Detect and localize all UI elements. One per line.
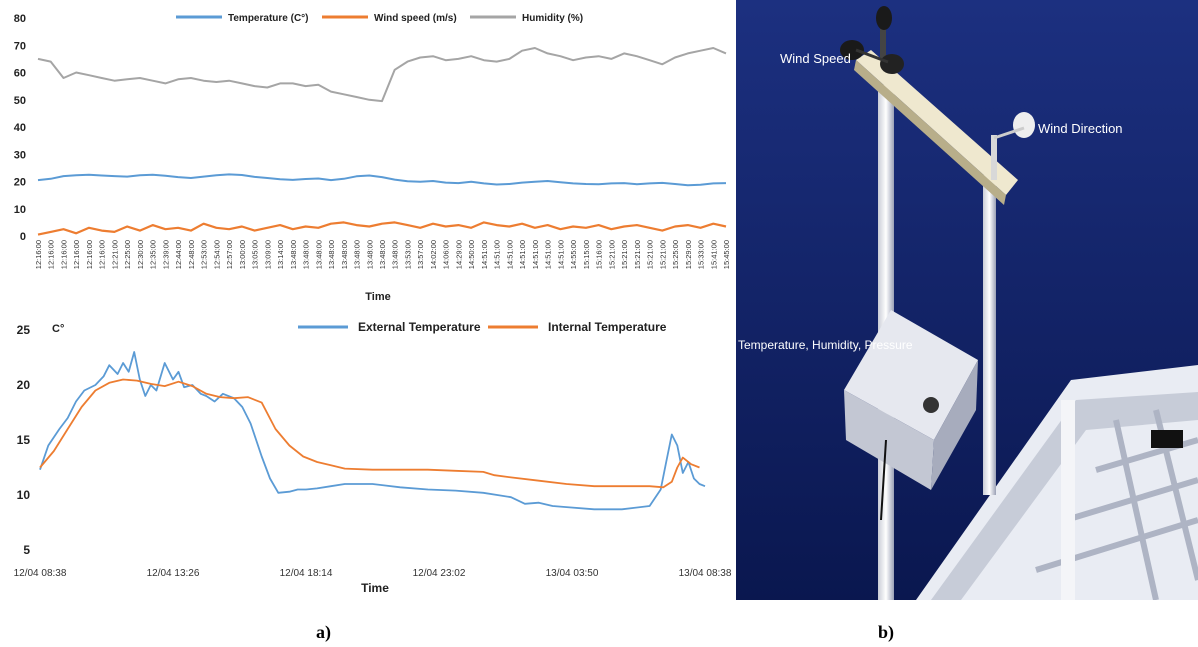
x-tick-label: 14:50:00 (467, 240, 476, 269)
y-tick-label: 10 (14, 204, 26, 216)
x-tick-label: 13:53:00 (403, 240, 412, 269)
x-tick-label: 15:33:00 (697, 240, 706, 269)
y-tick-label: 5 (23, 543, 30, 557)
legend-label: Temperature (C°) (228, 13, 309, 24)
x-tick-label: 12:16:00 (98, 240, 107, 269)
y-tick-label: 70 (14, 40, 26, 52)
x-tick-label: 15:29:00 (684, 240, 693, 269)
photo-illustration: Wind Speed Wind Direction Temperature, H… (736, 0, 1198, 600)
photo-label-wind-direction: Wind Direction (1038, 121, 1123, 136)
legend-label: External Temperature (358, 320, 481, 334)
chart1-xlabel: Time (365, 291, 390, 303)
x-tick-label: 12:16:00 (34, 240, 43, 269)
legend-label: Wind speed (m/s) (374, 13, 457, 24)
x-tick-label: 15:21:00 (658, 240, 667, 269)
x-tick-label: 13:48:00 (353, 240, 362, 269)
x-tick-label: 14:51:00 (544, 240, 553, 269)
x-tick-label: 15:41:00 (709, 240, 718, 269)
y-tick-label: 50 (14, 95, 26, 107)
x-tick-label: 14:02:00 (429, 240, 438, 269)
x-tick-label: 13:48:00 (365, 240, 374, 269)
x-tick-label: 15:21:00 (646, 240, 655, 269)
x-tick-label: 14:06:00 (442, 240, 451, 269)
x-tick-label: 13:48:00 (391, 240, 400, 269)
series-line-temperature (37, 173, 727, 187)
x-tick-label: 15:16:00 (595, 240, 604, 269)
x-tick-label: 12:21:00 (110, 240, 119, 269)
x-tick-label: 12:16:00 (72, 240, 81, 269)
x-tick-label: 12:25:00 (123, 240, 132, 269)
series-line-internal-temperature (39, 378, 700, 489)
x-tick-label: 14:51:00 (493, 240, 502, 269)
x-tick-label: 12/04 18:14 (280, 568, 333, 579)
x-tick-label: 12:54:00 (212, 240, 221, 269)
y-tick-label: 10 (17, 488, 31, 502)
series-line-external-temperature (39, 351, 706, 511)
x-tick-label: 13:48:00 (378, 240, 387, 269)
x-tick-label: 13/04 08:38 (679, 568, 732, 579)
series-line-wind-speed (37, 221, 727, 236)
x-tick-label: 13:14:00 (276, 240, 285, 269)
weather-station-photo: Wind Speed Wind Direction Temperature, H… (736, 0, 1198, 600)
y-tick-label: 20 (17, 378, 31, 392)
x-tick-label: 13:57:00 (416, 240, 425, 269)
x-tick-label: 12/04 23:02 (413, 568, 466, 579)
panel-b-label: b) (878, 622, 895, 642)
x-tick-label: 12:30:00 (136, 240, 145, 269)
x-tick-label: 14:51:00 (531, 240, 540, 269)
chart-temperature-comparison: 5 10 15 20 25 12/04 08:38 12/04 13:26 12/04 18… (14, 320, 732, 595)
x-tick-label: 13:48:00 (340, 240, 349, 269)
x-tick-label: 15:45:00 (722, 240, 731, 269)
x-tick-label: 12/04 08:38 (14, 568, 67, 579)
x-tick-label: 12:16:00 (59, 240, 68, 269)
x-tick-label: 12:16:00 (47, 240, 56, 269)
y-tick-label: 60 (14, 68, 26, 80)
x-tick-label: 12:57:00 (225, 240, 234, 269)
x-tick-label: 14:55:00 (569, 240, 578, 269)
x-tick-label: 14:51:00 (518, 240, 527, 269)
y-tick-label: 25 (17, 323, 31, 337)
x-tick-label: 14:51:00 (480, 240, 489, 269)
x-tick-label: 14:29:00 (454, 240, 463, 269)
x-tick-label: 13:48:00 (314, 240, 323, 269)
x-tick-label: 15:25:00 (671, 240, 680, 269)
x-tick-label: 15:21:00 (620, 240, 629, 269)
series-line-humidity (37, 47, 727, 103)
x-tick-label: 15:21:00 (633, 240, 642, 269)
x-tick-label: 12:39:00 (161, 240, 170, 269)
x-tick-label: 12:35:00 (149, 240, 158, 269)
y-tick-label: 80 (14, 13, 26, 25)
x-tick-label: 14:51:00 (505, 240, 514, 269)
legend-label: Internal Temperature (548, 320, 667, 334)
y-tick-label: 30 (14, 149, 26, 161)
photo-label-sensors: Temperature, Humidity, Pressure (738, 338, 913, 352)
x-tick-label: 12:16:00 (85, 240, 94, 269)
x-tick-label: 15:21:00 (607, 240, 616, 269)
y-tick-label: 40 (14, 122, 26, 134)
panel-a: 0 10 20 30 40 50 60 70 80 12:16:00 12:16:00 12:16:… (14, 13, 732, 595)
y-tick-label: 15 (17, 433, 31, 447)
chart2-ylabel: C° (52, 323, 64, 335)
x-tick-label: 13:05:00 (251, 240, 260, 269)
x-tick-label: 12:48:00 (187, 240, 196, 269)
x-tick-label: 13:48:00 (327, 240, 336, 269)
x-tick-label: 15:15:00 (582, 240, 591, 269)
legend-label: Humidity (%) (522, 13, 583, 24)
x-tick-label: 13:09:00 (263, 240, 272, 269)
x-tick-label: 12/04 13:26 (147, 568, 200, 579)
panel-a-label: a) (316, 622, 331, 642)
x-tick-label: 13:00:00 (238, 240, 247, 269)
x-tick-label: 13:48:00 (302, 240, 311, 269)
y-tick-label: 20 (14, 177, 26, 189)
x-tick-label: 12:44:00 (174, 240, 183, 269)
y-tick-label: 0 (20, 231, 26, 243)
chart2-xlabel: Time (361, 581, 389, 595)
x-tick-label: 13:48:00 (289, 240, 298, 269)
x-tick-label: 13/04 03:50 (546, 568, 599, 579)
photo-label-wind-speed: Wind Speed (780, 51, 851, 66)
x-tick-label: 14:51:00 (556, 240, 565, 269)
x-tick-label: 12:53:00 (200, 240, 209, 269)
